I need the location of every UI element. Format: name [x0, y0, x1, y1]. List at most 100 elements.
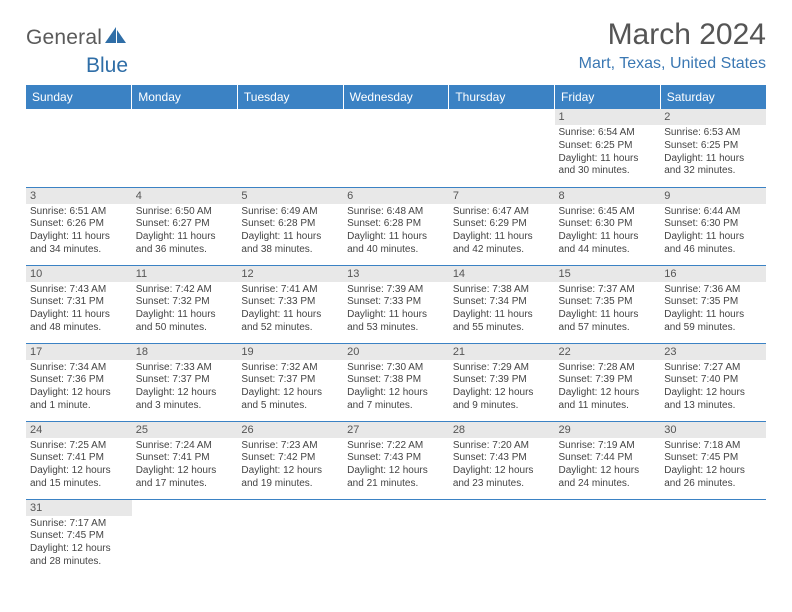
cell-d2: and 17 minutes. [136, 478, 234, 491]
calendar-cell: 30Sunrise: 7:18 AMSunset: 7:45 PMDayligh… [660, 421, 766, 499]
logo-word2: Blue [86, 54, 128, 77]
cell-ss: Sunset: 7:35 PM [559, 296, 657, 309]
cell-ss: Sunset: 7:33 PM [241, 296, 339, 309]
day-number [132, 109, 238, 125]
calendar-cell: 14Sunrise: 7:38 AMSunset: 7:34 PMDayligh… [449, 265, 555, 343]
calendar-cell [343, 109, 449, 187]
calendar-cell [132, 499, 238, 577]
day-number: 5 [237, 188, 343, 204]
cell-d2: and 55 minutes. [453, 322, 551, 335]
calendar-row: 1Sunrise: 6:54 AMSunset: 6:25 PMDaylight… [26, 109, 766, 187]
cell-ss: Sunset: 7:45 PM [664, 452, 762, 465]
cell-d2: and 52 minutes. [241, 322, 339, 335]
cell-sr: Sunrise: 7:39 AM [347, 284, 445, 297]
cell-d1: Daylight: 11 hours [136, 309, 234, 322]
cell-d1: Daylight: 12 hours [30, 465, 128, 478]
calendar-head: SundayMondayTuesdayWednesdayThursdayFrid… [26, 85, 766, 109]
day-number: 13 [343, 266, 449, 282]
cell-d2: and 15 minutes. [30, 478, 128, 491]
cell-d1: Daylight: 12 hours [559, 465, 657, 478]
cell-ss: Sunset: 7:33 PM [347, 296, 445, 309]
day-number: 7 [449, 188, 555, 204]
day-number: 31 [26, 500, 132, 516]
cell-d1: Daylight: 12 hours [664, 465, 762, 478]
day-number: 18 [132, 344, 238, 360]
day-number: 26 [237, 422, 343, 438]
calendar-cell: 13Sunrise: 7:39 AMSunset: 7:33 PMDayligh… [343, 265, 449, 343]
cell-sr: Sunrise: 6:49 AM [241, 206, 339, 219]
day-number [26, 109, 132, 125]
cell-d1: Daylight: 11 hours [559, 153, 657, 166]
cell-d2: and 13 minutes. [664, 400, 762, 413]
calendar-cell: 21Sunrise: 7:29 AMSunset: 7:39 PMDayligh… [449, 343, 555, 421]
cell-d1: Daylight: 11 hours [347, 231, 445, 244]
cell-ss: Sunset: 6:30 PM [559, 218, 657, 231]
cell-sr: Sunrise: 6:54 AM [559, 127, 657, 140]
cell-sr: Sunrise: 7:23 AM [241, 440, 339, 453]
cell-d1: Daylight: 12 hours [664, 387, 762, 400]
cell-sr: Sunrise: 7:42 AM [136, 284, 234, 297]
calendar-cell: 19Sunrise: 7:32 AMSunset: 7:37 PMDayligh… [237, 343, 343, 421]
calendar-cell: 28Sunrise: 7:20 AMSunset: 7:43 PMDayligh… [449, 421, 555, 499]
cell-d1: Daylight: 11 hours [664, 231, 762, 244]
cell-ss: Sunset: 7:40 PM [664, 374, 762, 387]
cell-ss: Sunset: 7:32 PM [136, 296, 234, 309]
calendar-cell [237, 109, 343, 187]
calendar-cell [660, 499, 766, 577]
cell-d1: Daylight: 12 hours [30, 543, 128, 556]
cell-d1: Daylight: 11 hours [30, 231, 128, 244]
cell-d2: and 9 minutes. [453, 400, 551, 413]
calendar-cell: 22Sunrise: 7:28 AMSunset: 7:39 PMDayligh… [555, 343, 661, 421]
calendar-cell: 15 Sunrise: 7:37 AMSunset: 7:35 PMDayligh… [555, 265, 661, 343]
calendar-cell [343, 499, 449, 577]
logo-word1: General [26, 26, 102, 50]
day-number [237, 109, 343, 125]
calendar-cell: 17Sunrise: 7:34 AMSunset: 7:36 PMDayligh… [26, 343, 132, 421]
cell-ss: Sunset: 6:29 PM [453, 218, 551, 231]
cell-sr: Sunrise: 7:32 AM [241, 362, 339, 375]
cell-sr: Sunrise: 7:37 AM [559, 284, 657, 297]
cell-d2: and 48 minutes. [30, 322, 128, 335]
day-number [449, 500, 555, 516]
cell-ss: Sunset: 7:43 PM [347, 452, 445, 465]
cell-d2: and 21 minutes. [347, 478, 445, 491]
calendar-cell: 2Sunrise: 6:53 AMSunset: 6:25 PMDaylight… [660, 109, 766, 187]
calendar-cell: 27Sunrise: 7:22 AMSunset: 7:43 PMDayligh… [343, 421, 449, 499]
cell-d1: Daylight: 11 hours [559, 231, 657, 244]
cell-ss: Sunset: 6:28 PM [347, 218, 445, 231]
calendar-body: 1Sunrise: 6:54 AMSunset: 6:25 PMDaylight… [26, 109, 766, 577]
day-number: 19 [237, 344, 343, 360]
day-number: 28 [449, 422, 555, 438]
cell-d1: Daylight: 11 hours [241, 231, 339, 244]
day-number [132, 500, 238, 516]
cell-d2: and 11 minutes. [559, 400, 657, 413]
day-number: 11 [132, 266, 238, 282]
calendar-cell: 1Sunrise: 6:54 AMSunset: 6:25 PMDaylight… [555, 109, 661, 187]
day-number: 27 [343, 422, 449, 438]
day-header: Friday [555, 85, 661, 109]
cell-ss: Sunset: 7:36 PM [30, 374, 128, 387]
calendar-cell: 29Sunrise: 7:19 AMSunset: 7:44 PMDayligh… [555, 421, 661, 499]
day-number: 15 [555, 266, 661, 282]
cell-d1: Daylight: 11 hours [559, 309, 657, 322]
cell-ss: Sunset: 6:27 PM [136, 218, 234, 231]
day-number: 9 [660, 188, 766, 204]
cell-d1: Daylight: 11 hours [664, 153, 762, 166]
day-number: 22 [555, 344, 661, 360]
calendar-cell: 25Sunrise: 7:24 AMSunset: 7:41 PMDayligh… [132, 421, 238, 499]
cell-ss: Sunset: 7:39 PM [453, 374, 551, 387]
cell-d1: Daylight: 12 hours [347, 465, 445, 478]
cell-sr: Sunrise: 7:34 AM [30, 362, 128, 375]
day-number: 23 [660, 344, 766, 360]
cell-sr: Sunrise: 6:45 AM [559, 206, 657, 219]
day-header: Thursday [449, 85, 555, 109]
cell-sr: Sunrise: 7:28 AM [559, 362, 657, 375]
cell-sr: Sunrise: 7:25 AM [30, 440, 128, 453]
cell-sr: Sunrise: 6:53 AM [664, 127, 762, 140]
cell-ss: Sunset: 7:45 PM [30, 530, 128, 543]
calendar-cell: 5Sunrise: 6:49 AMSunset: 6:28 PMDaylight… [237, 187, 343, 265]
cell-d1: Daylight: 12 hours [241, 465, 339, 478]
cell-d2: and 19 minutes. [241, 478, 339, 491]
calendar-cell: 10Sunrise: 7:43 AMSunset: 7:31 PMDayligh… [26, 265, 132, 343]
calendar-cell [449, 109, 555, 187]
